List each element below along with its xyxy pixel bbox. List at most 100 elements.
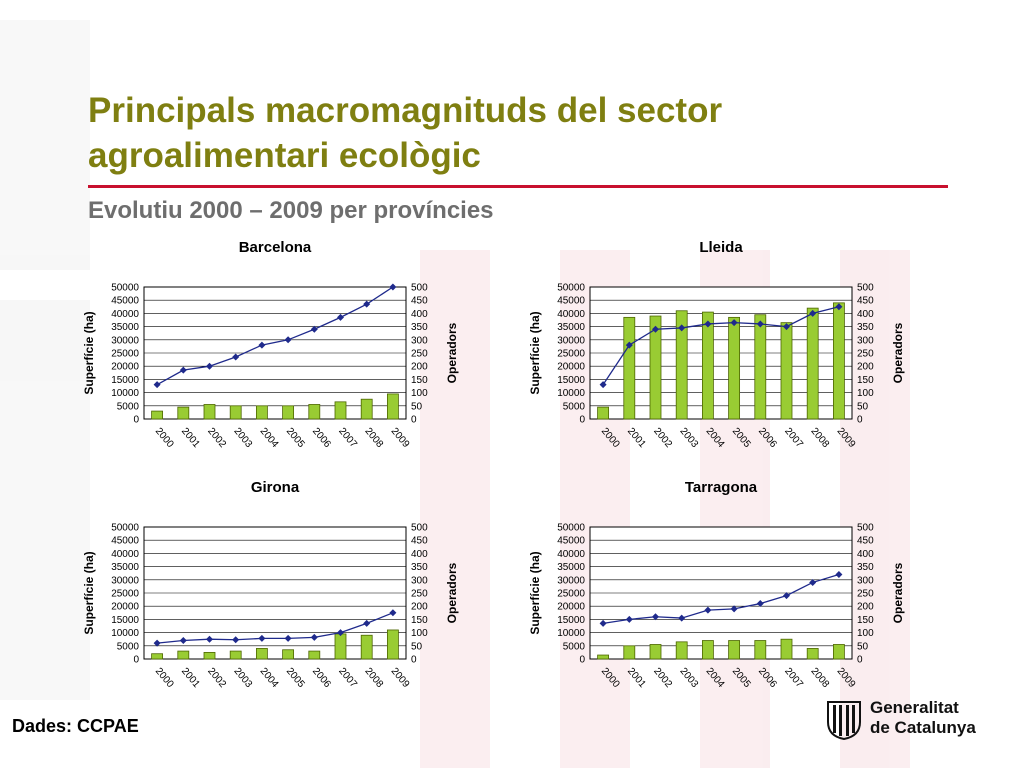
y2-tick-label: 50 — [857, 401, 869, 412]
x-tick-label: 2009 — [835, 666, 858, 690]
x-tick-label: 2006 — [756, 666, 779, 690]
y-tick-label: 45000 — [111, 296, 139, 307]
bar-2004 — [701, 640, 714, 660]
operators-point-2009 — [389, 283, 397, 291]
y2-tick-label: 350 — [857, 562, 874, 573]
y-tick-label: 25000 — [111, 589, 139, 600]
operators-point-2005 — [730, 319, 738, 327]
y-tick-label: 0 — [579, 655, 585, 666]
y-axis-label: Superfície (ha) — [82, 551, 96, 634]
bar-2005 — [282, 405, 295, 420]
y2-tick-label: 100 — [411, 628, 428, 639]
y2-tick-label: 250 — [857, 349, 874, 360]
y2-tick-label: 450 — [857, 536, 874, 547]
x-tick-label: 2002 — [651, 426, 674, 450]
operators-point-2007 — [337, 629, 344, 637]
y2-tick-label: 400 — [857, 309, 874, 320]
y-axis-label: Superfície (ha) — [528, 551, 542, 634]
chart-title: Barcelona — [239, 239, 312, 256]
x-tick-label: 2001 — [625, 426, 648, 450]
operators-point-2004 — [258, 634, 266, 642]
bar-2002 — [203, 404, 216, 420]
x-tick-label: 2005 — [730, 426, 753, 450]
bar-2000 — [597, 654, 610, 660]
y-tick-label: 25000 — [557, 349, 585, 360]
y-tick-label: 15000 — [111, 615, 139, 626]
y2-axis-label: Operadors — [891, 322, 905, 383]
x-tick-label: 2007 — [336, 426, 359, 450]
operators-point-2005 — [730, 605, 738, 613]
chart-title: Girona — [251, 479, 300, 496]
y-tick-label: 50000 — [111, 523, 139, 534]
bar-2006 — [754, 314, 767, 420]
y-tick-label: 20000 — [557, 602, 585, 613]
y-tick-label: 25000 — [557, 589, 585, 600]
chart-girona: Girona 0 5000 10000 15000 20000 25000 30000 3500… — [82, 476, 459, 706]
y2-tick-label: 400 — [411, 309, 428, 320]
x-tick-label: 2007 — [782, 666, 805, 690]
y-tick-label: 40000 — [111, 549, 139, 560]
x-tick-label: 2005 — [284, 666, 307, 690]
logo-line-2: de Catalunya — [870, 718, 976, 737]
operators-point-2003 — [232, 636, 240, 644]
y2-tick-label: 0 — [857, 415, 863, 426]
bar-2003 — [675, 641, 688, 660]
chart-title: Tarragona — [685, 479, 758, 496]
y2-tick-label: 450 — [857, 296, 874, 307]
y-tick-label: 5000 — [563, 401, 586, 412]
x-tick-label: 2008 — [808, 666, 831, 690]
y-tick-label: 0 — [133, 415, 139, 426]
operators-point-2007 — [783, 592, 790, 600]
bar-2007 — [334, 401, 347, 420]
y-tick-label: 45000 — [111, 536, 139, 547]
y-tick-label: 50000 — [557, 283, 585, 294]
y-tick-label: 20000 — [111, 362, 139, 373]
y-axis-label: Superfície (ha) — [82, 311, 96, 394]
x-tick-label: 2007 — [782, 426, 805, 450]
operators-point-2001 — [179, 366, 187, 374]
operators-point-2001 — [625, 341, 633, 349]
bar-2008 — [360, 634, 373, 660]
y2-tick-label: 450 — [411, 296, 428, 307]
bar-2009 — [386, 393, 399, 420]
y-tick-label: 15000 — [111, 375, 139, 386]
bar-2007 — [780, 638, 793, 660]
operators-point-2002 — [652, 613, 659, 621]
chart-svg: Lleida0500010000150002000025000300003500… — [528, 239, 905, 450]
x-tick-label: 2000 — [153, 426, 176, 450]
operators-point-2008 — [809, 578, 817, 586]
y2-tick-label: 150 — [857, 375, 874, 386]
data-source: Dades: CCPAE — [12, 716, 139, 736]
y2-tick-label: 0 — [411, 415, 417, 426]
bar-2006 — [308, 650, 321, 660]
y-tick-label: 30000 — [111, 575, 139, 586]
y2-tick-label: 150 — [857, 615, 874, 626]
y2-tick-label: 0 — [411, 655, 417, 666]
bar-2000 — [151, 410, 164, 420]
bar-2002 — [203, 651, 216, 660]
y-tick-label: 45000 — [557, 536, 585, 547]
operators-line — [157, 612, 394, 644]
y2-tick-label: 250 — [857, 589, 874, 600]
y2-tick-label: 300 — [857, 335, 874, 346]
operators-point-2006 — [310, 325, 318, 333]
y2-tick-label: 350 — [411, 322, 428, 333]
y2-tick-label: 300 — [411, 575, 428, 586]
y-axis-label: Superfície (ha) — [528, 311, 542, 394]
x-tick-label: 2006 — [310, 426, 333, 450]
y2-tick-label: 250 — [411, 589, 428, 600]
operators-point-2002 — [652, 325, 659, 333]
bar-2004 — [255, 405, 268, 420]
bar-2001 — [177, 406, 190, 420]
bar-2003 — [229, 405, 242, 420]
bar-2008 — [806, 307, 819, 420]
x-tick-label: 2008 — [808, 426, 831, 450]
y-tick-label: 10000 — [557, 628, 585, 639]
bar-2001 — [623, 316, 636, 420]
y2-tick-label: 50 — [411, 641, 423, 652]
y2-tick-label: 200 — [411, 602, 428, 613]
x-tick-label: 2008 — [362, 426, 385, 450]
y-tick-label: 50000 — [557, 523, 585, 534]
x-tick-label: 2005 — [730, 666, 753, 690]
operators-point-2003 — [678, 324, 686, 332]
